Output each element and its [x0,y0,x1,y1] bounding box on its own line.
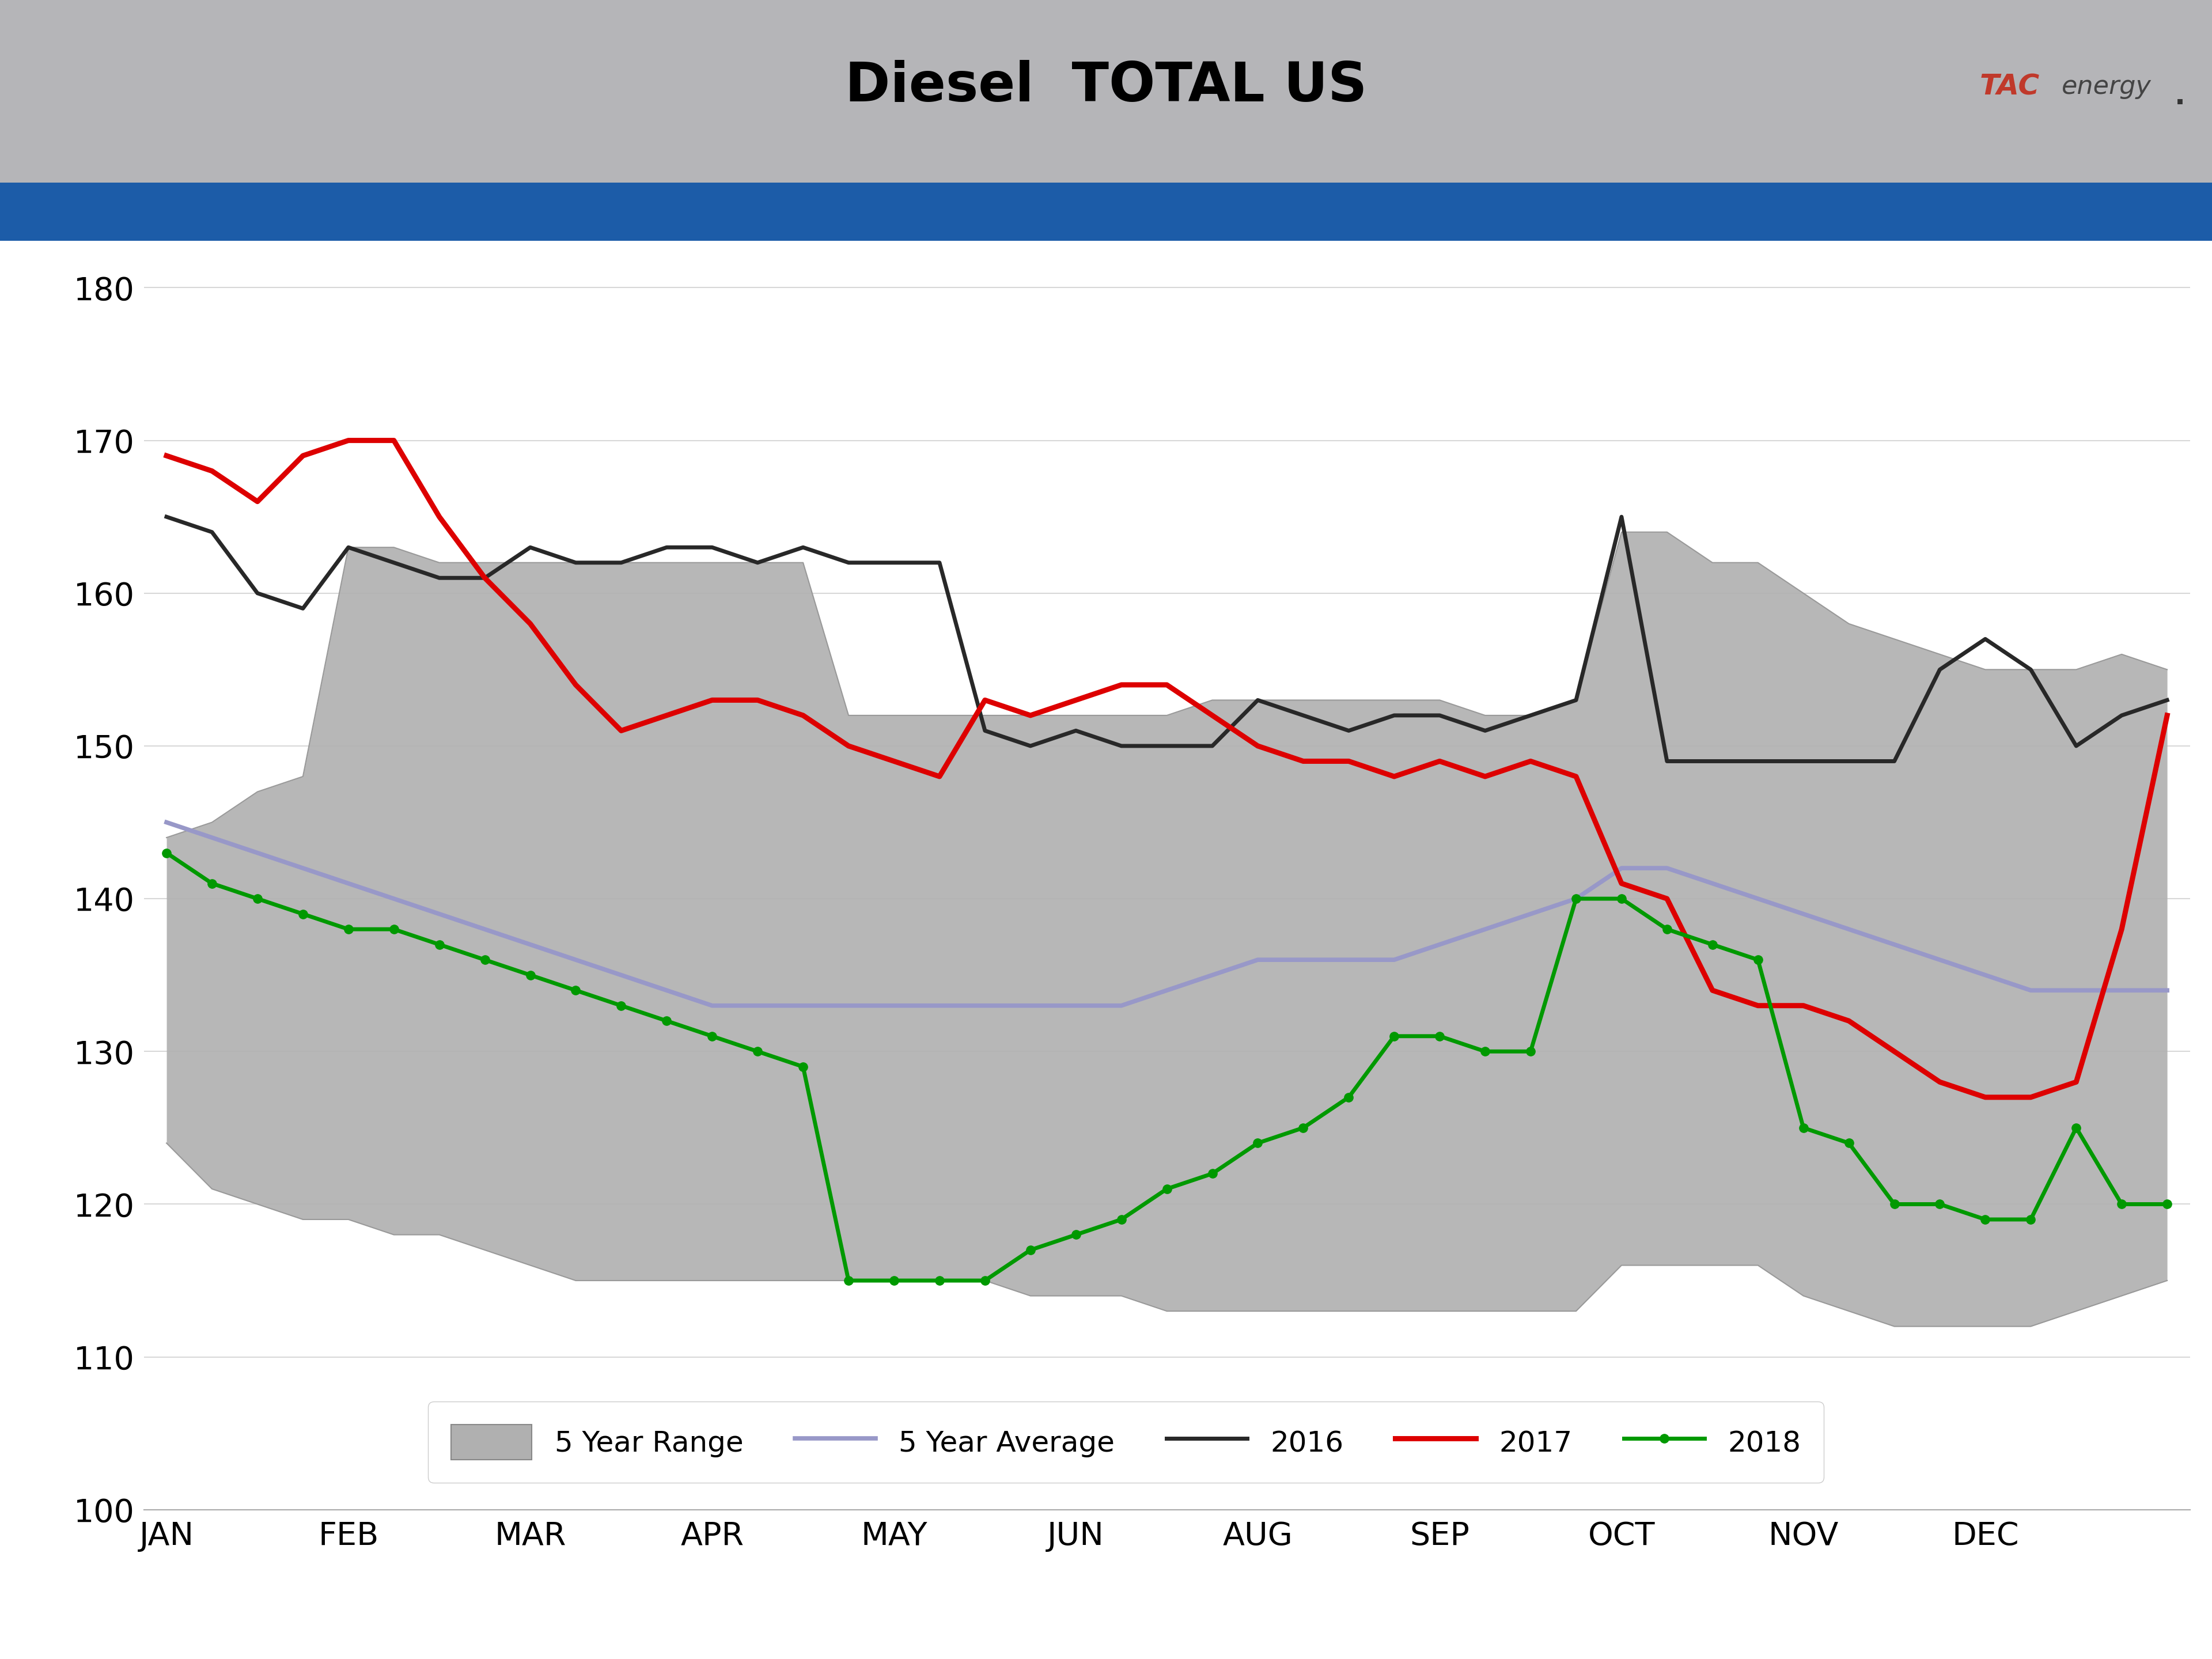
Legend: 5 Year Range, 5 Year Average, 2016, 2017, 2018: 5 Year Range, 5 Year Average, 2016, 2017… [427,1402,1825,1483]
Text: TAC: TAC [1980,73,2039,101]
Text: energy: energy [2062,75,2152,100]
Text: Diesel  TOTAL US: Diesel TOTAL US [845,60,1367,113]
Text: .: . [2174,83,2185,109]
Bar [0,182,2212,241]
Bar [0,0,2212,187]
